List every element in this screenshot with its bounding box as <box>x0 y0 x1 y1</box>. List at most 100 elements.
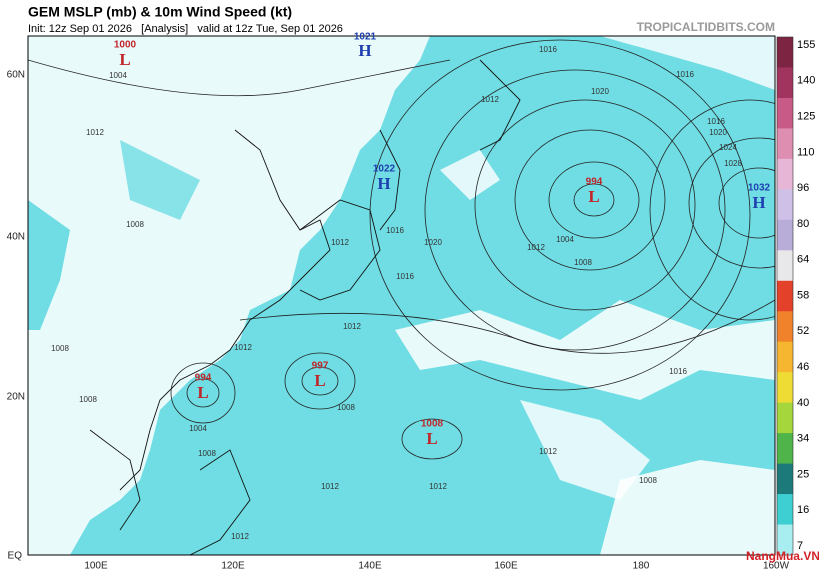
colorbar-label: 140 <box>797 75 815 87</box>
isobar-label: 1012 <box>331 238 349 247</box>
lon-label: 140E <box>358 561 382 572</box>
center-value: 1008 <box>421 419 444 430</box>
center-value: 1000 <box>114 40 137 51</box>
colorbar-label: 96 <box>797 182 809 194</box>
lat-label: 40N <box>7 232 25 243</box>
center-letter: H <box>358 41 371 60</box>
isobar-label: 1008 <box>51 344 69 353</box>
colorbar-swatch <box>777 494 793 526</box>
isobar-label: 1012 <box>481 95 499 104</box>
center-letter: L <box>588 187 599 206</box>
isobar-label: 1012 <box>231 532 249 541</box>
lon-labels: 100E 120E 140E 160E 180 160W <box>84 561 789 572</box>
center-value: 1032 <box>748 183 771 194</box>
isobar-label: 1028 <box>724 159 742 168</box>
lat-label: 20N <box>7 392 25 403</box>
isobar-label: 1008 <box>126 220 144 229</box>
lon-label: 160W <box>763 561 790 572</box>
colorbar-swatch <box>777 158 793 190</box>
colorbar-swatch <box>777 341 793 373</box>
isobar-label: 1012 <box>343 322 361 331</box>
title: GEM MSLP (mb) & 10m Wind Speed (kt) <box>28 4 292 20</box>
colorbar-swatch <box>777 219 793 251</box>
center-value: 994 <box>586 177 603 188</box>
center-letter: L <box>119 50 130 69</box>
subtitle: Init: 12z Sep 01 2026 [Analysis] valid a… <box>28 23 343 35</box>
colorbar-label: 64 <box>797 254 809 266</box>
colorbar-label: 155 <box>797 39 815 51</box>
isobar-label: 1020 <box>591 87 609 96</box>
isobar-label: 1016 <box>386 226 404 235</box>
center-letter: L <box>426 429 437 448</box>
colorbar-swatch <box>777 37 793 68</box>
colorbar-frame <box>776 36 794 556</box>
isobar-label: 1008 <box>639 476 657 485</box>
colorbar-label: 110 <box>797 146 815 158</box>
isobar-label: 1020 <box>424 238 442 247</box>
center-value: 1022 <box>373 164 396 175</box>
colorbar-label: 34 <box>797 433 809 445</box>
isobar-label: 1012 <box>86 128 104 137</box>
colorbar-swatch <box>777 67 793 99</box>
map <box>27 35 776 556</box>
colorbar: 155 140 125 110 96 80 64 58 52 46 40 34 25 16 7 <box>776 36 815 556</box>
isobar-label: 1008 <box>574 258 592 267</box>
isobar-label: 1012 <box>429 482 447 491</box>
centers: 1000 L 1021 H 1022 H 994 L 1032 H 997 L … <box>114 32 771 448</box>
colorbar-swatch <box>777 463 793 495</box>
isobar-label: 1004 <box>109 71 127 80</box>
colorbar-swatch <box>777 402 793 434</box>
colorbar-label: 46 <box>797 361 809 373</box>
lon-label: 100E <box>84 561 108 572</box>
colorbar-swatch <box>777 372 793 404</box>
lat-label: EQ <box>8 551 23 562</box>
center-value: 994 <box>195 373 212 384</box>
colorbar-swatch <box>777 250 793 282</box>
center-value: 1021 <box>354 32 377 43</box>
isobar-label: 1024 <box>719 143 737 152</box>
colorbar-label: 7 <box>797 540 803 552</box>
isobar-label: 1004 <box>556 235 574 244</box>
isobar-label: 1008 <box>79 395 97 404</box>
isobar-label: 1012 <box>527 243 545 252</box>
colorbar-swatch <box>777 97 793 129</box>
watermark: NangMua.VN <box>746 549 819 563</box>
isobar-label: 1016 <box>707 117 725 126</box>
isobar-label: 1004 <box>189 424 207 433</box>
colorbar-label: 58 <box>797 289 809 301</box>
lat-labels: 60N 40N 20N EQ <box>7 70 25 562</box>
colorbar-swatch <box>777 189 793 221</box>
isobar-label: 1008 <box>337 403 355 412</box>
isobar-label: 1020 <box>709 128 727 137</box>
isobar-label: 1016 <box>539 45 557 54</box>
source: TROPICALTIDBITS.COM <box>637 20 775 34</box>
isobar-labels: 1016 1004 1012 1008 1016 1020 1012 1016 1004 1008… <box>51 45 742 541</box>
colorbar-label: 52 <box>797 325 809 337</box>
center-letter: L <box>314 371 325 390</box>
isobar-label: 1012 <box>234 343 252 352</box>
colorbar-swatch <box>777 280 793 312</box>
lon-label: 160E <box>494 561 518 572</box>
colorbar-label: 25 <box>797 468 809 480</box>
colorbar-label: 16 <box>797 504 809 516</box>
center-letter: H <box>752 193 765 212</box>
isobar-label: 1012 <box>321 482 339 491</box>
lon-label: 180 <box>633 561 650 572</box>
center-letter: H <box>377 174 390 193</box>
isobar-label: 1016 <box>669 367 687 376</box>
colorbar-label: 80 <box>797 218 809 230</box>
colorbar-swatch <box>777 524 793 556</box>
isobar-label: 1008 <box>198 449 216 458</box>
isobar-label: 1016 <box>676 70 694 79</box>
colorbar-label: 125 <box>797 110 815 122</box>
colorbar-swatch <box>777 128 793 160</box>
colorbar-swatch <box>777 433 793 465</box>
colorbar-swatch <box>777 311 793 343</box>
colorbar-label: 40 <box>797 397 809 409</box>
isobar-label: 1016 <box>396 272 414 281</box>
lat-label: 60N <box>7 70 25 81</box>
center-value: 997 <box>312 361 329 372</box>
lon-label: 120E <box>221 561 245 572</box>
center-letter: L <box>197 383 208 402</box>
